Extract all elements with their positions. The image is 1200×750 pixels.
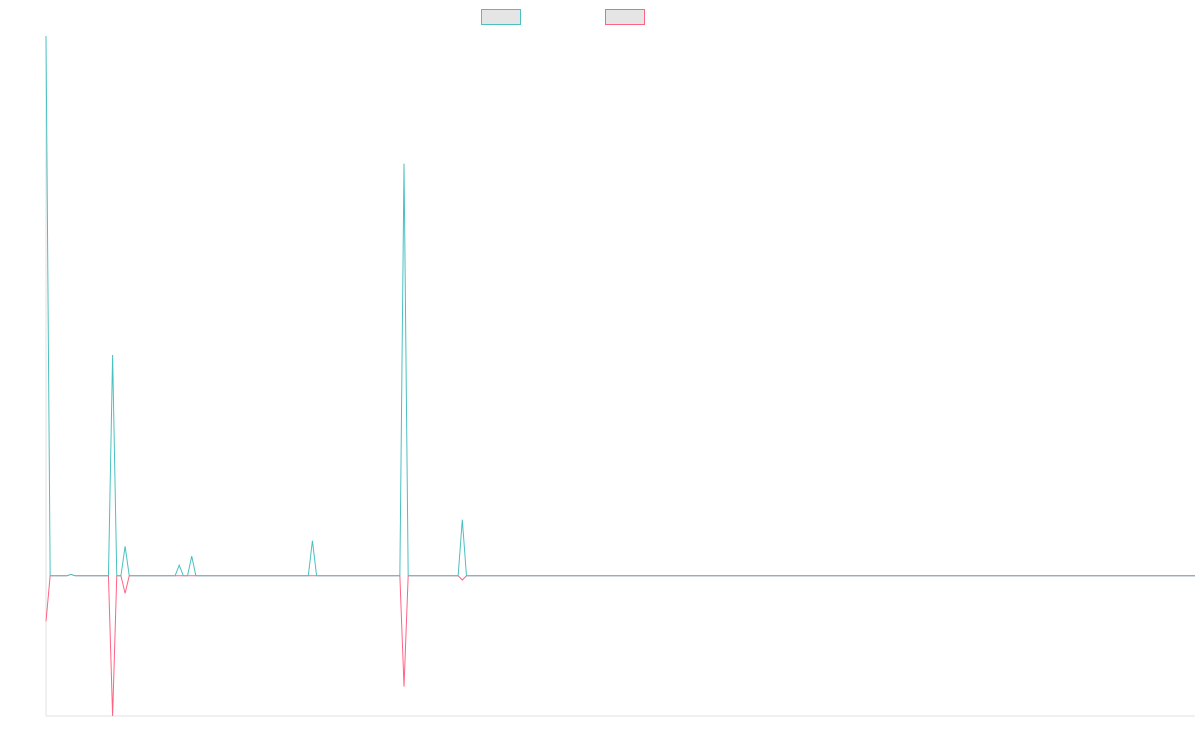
legend-swatch-series-b bbox=[605, 9, 645, 25]
legend-item-series-a[interactable] bbox=[481, 9, 529, 25]
series-a-line bbox=[45, 35, 1195, 577]
series-b-line bbox=[45, 573, 1195, 717]
chart-legend bbox=[0, 9, 1200, 29]
legend-swatch-series-a bbox=[481, 9, 521, 25]
legend-item-series-b[interactable] bbox=[605, 9, 653, 25]
series-layer bbox=[45, 35, 1195, 717]
